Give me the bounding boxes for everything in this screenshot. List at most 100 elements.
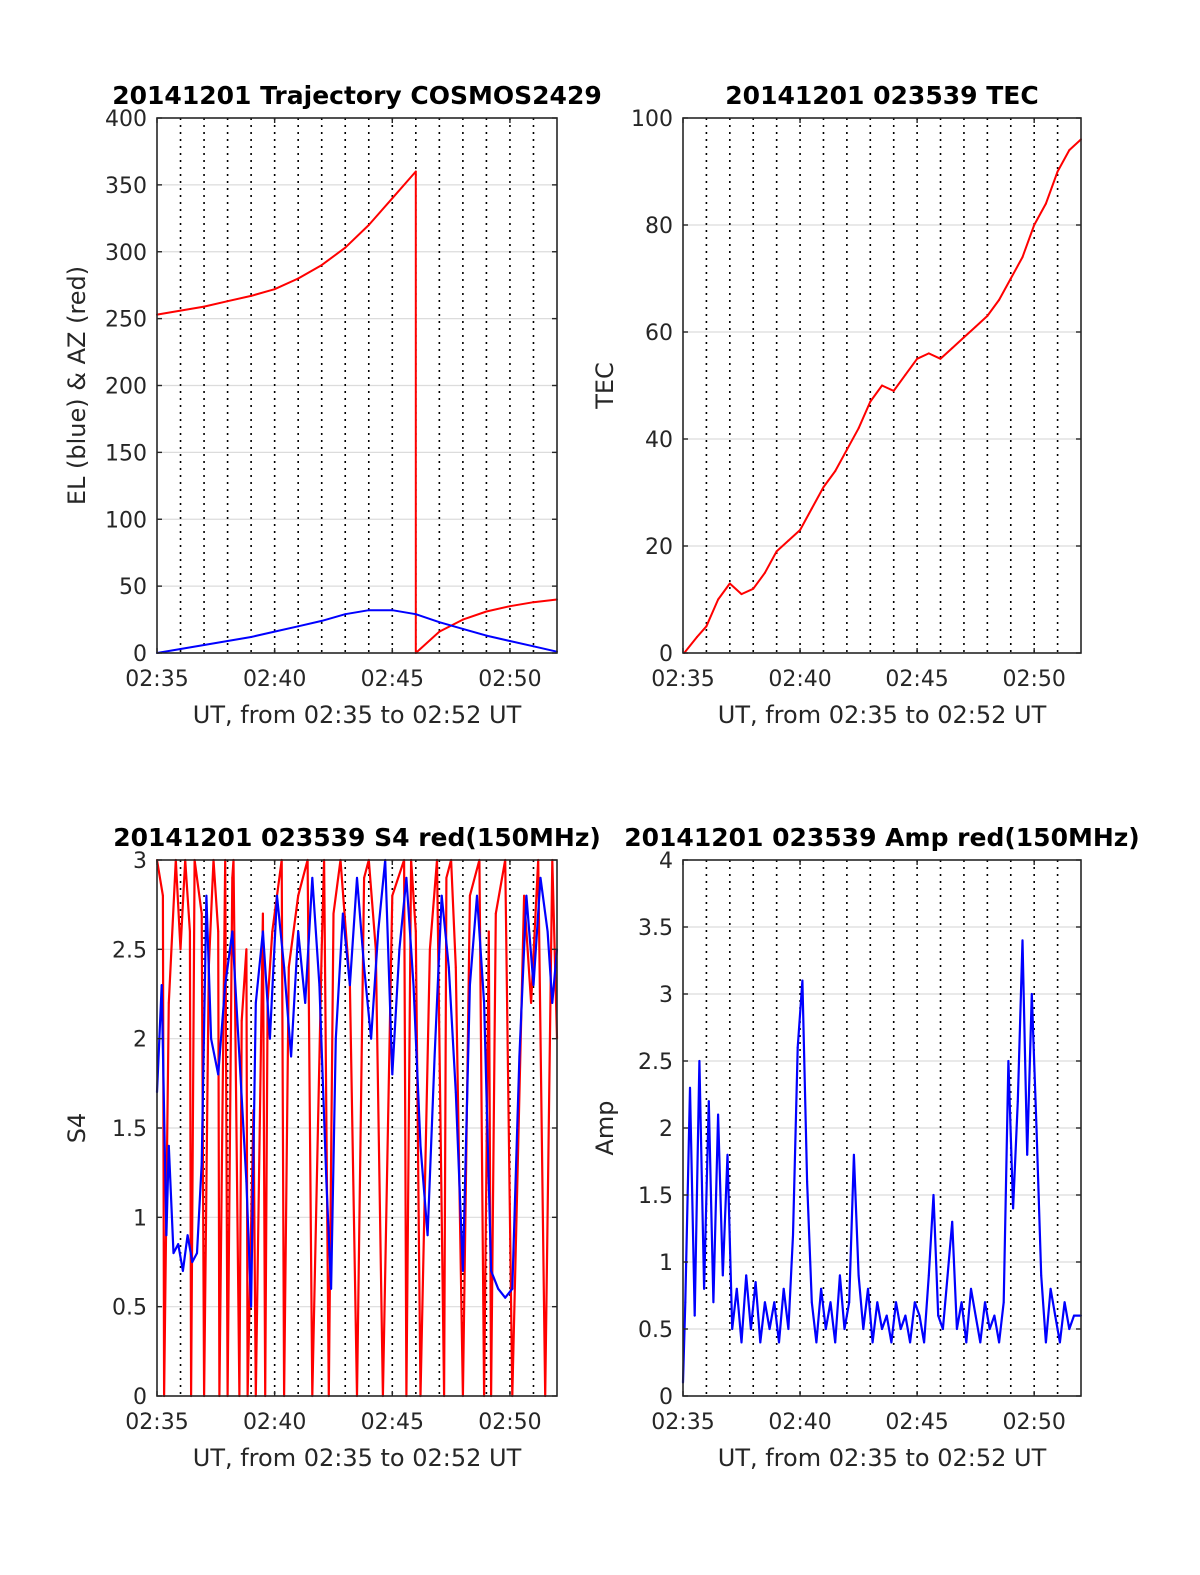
data-point-tec bbox=[939, 357, 942, 360]
data-point-amp_blue bbox=[852, 1153, 855, 1156]
data-point-amp_blue bbox=[787, 1328, 790, 1330]
data-point-az bbox=[461, 618, 464, 621]
data-point-el bbox=[391, 609, 394, 612]
data-point-s4_red bbox=[240, 1019, 243, 1022]
x-tick-label: 02:40 bbox=[243, 1410, 306, 1435]
data-point-amp_blue bbox=[735, 1287, 738, 1290]
data-point-amp_blue bbox=[843, 1328, 846, 1330]
data-point-s4_blue bbox=[377, 930, 380, 933]
data-point-s4_blue bbox=[447, 966, 450, 969]
data-point-s4_red bbox=[161, 894, 164, 897]
data-point-el bbox=[273, 630, 276, 633]
data-point-amp_blue bbox=[1016, 1100, 1019, 1103]
data-point-amp_blue bbox=[974, 1314, 977, 1317]
data-point-amp_blue bbox=[960, 1301, 963, 1304]
data-point-az bbox=[320, 264, 323, 267]
data-point-amp_blue bbox=[1058, 1341, 1061, 1344]
x-tick-label: 02:40 bbox=[243, 667, 306, 692]
data-point-el bbox=[508, 640, 511, 642]
data-point-s4_red bbox=[363, 876, 366, 879]
data-point-s4_blue bbox=[356, 876, 358, 879]
data-point-s4_red bbox=[200, 912, 203, 915]
chart-title: 20141201 Trajectory COSMOS2429 bbox=[112, 81, 602, 110]
data-point-s4_blue bbox=[426, 1234, 429, 1237]
data-point-tec bbox=[740, 593, 743, 596]
data-point-s4_red bbox=[231, 876, 234, 879]
data-point-amp_blue bbox=[1054, 1314, 1057, 1317]
y-tick-label: 300 bbox=[105, 241, 147, 266]
y-tick-label: 400 bbox=[105, 107, 147, 132]
data-point-amp_blue bbox=[998, 1341, 1001, 1344]
x-tick-label: 02:35 bbox=[125, 1410, 188, 1435]
data-point-s4_blue bbox=[238, 1055, 241, 1058]
x-tick-label: 02:45 bbox=[885, 1410, 948, 1435]
data-point-az bbox=[226, 300, 229, 303]
y-tick-label: 0.5 bbox=[638, 1318, 673, 1343]
data-point-az bbox=[485, 610, 488, 613]
data-point-s4_red bbox=[271, 930, 274, 933]
x-tick-label: 02:45 bbox=[361, 667, 424, 692]
data-point-tec bbox=[904, 373, 907, 376]
data-point-az bbox=[367, 224, 370, 226]
data-point-s4_blue bbox=[334, 1037, 337, 1040]
data-point-s4_blue bbox=[217, 1073, 220, 1076]
data-point-s4_red bbox=[217, 930, 220, 933]
data-point-amp_blue bbox=[773, 1301, 776, 1304]
data-point-el bbox=[179, 648, 182, 650]
data-point-tec bbox=[752, 587, 755, 590]
data-point-s4_blue bbox=[196, 1252, 198, 1255]
data-point-s4_red bbox=[179, 948, 182, 951]
data-point-tec bbox=[1056, 170, 1059, 173]
data-point-s4_blue bbox=[348, 984, 351, 987]
data-point-amp_blue bbox=[993, 1314, 996, 1317]
data-point-s4_blue bbox=[391, 1073, 394, 1076]
data-point-s4_blue bbox=[210, 1037, 213, 1040]
data-point-amp_blue bbox=[1026, 1153, 1029, 1156]
x-axis-label: UT, from 02:35 to 02:52 UT bbox=[193, 701, 522, 729]
data-point-amp_blue bbox=[829, 1301, 832, 1304]
data-point-tec bbox=[775, 550, 778, 553]
x-axis-label: UT, from 02:35 to 02:52 UT bbox=[193, 1444, 522, 1472]
data-point-s4_blue bbox=[405, 876, 408, 879]
data-point-tec bbox=[834, 470, 837, 473]
y-tick-label: 0 bbox=[133, 1385, 147, 1410]
data-point-az bbox=[203, 305, 206, 308]
data-point-amp_blue bbox=[707, 1100, 710, 1103]
data-point-amp_blue bbox=[754, 1281, 757, 1284]
data-point-amp_blue bbox=[848, 1301, 851, 1304]
data-point-s4_blue bbox=[268, 1037, 271, 1040]
data-point-amp_blue bbox=[726, 1153, 729, 1156]
y-tick-label: 3 bbox=[133, 849, 147, 874]
data-point-tec bbox=[881, 384, 883, 387]
y-tick-label: 1 bbox=[659, 1251, 673, 1276]
data-point-s4_blue bbox=[525, 894, 528, 897]
data-point-az bbox=[414, 170, 417, 173]
data-point-az bbox=[438, 630, 441, 633]
data-point-amp_blue bbox=[979, 1341, 982, 1344]
y-tick-label: 0 bbox=[659, 1385, 673, 1410]
data-point-s4_blue bbox=[398, 948, 401, 951]
data-point-tec bbox=[1044, 202, 1047, 205]
data-point-amp_blue bbox=[970, 1287, 972, 1290]
data-point-tec bbox=[857, 427, 860, 430]
data-point-s4_blue bbox=[511, 1287, 514, 1290]
chart-panel-3: 0 0.5 1 1.5 2 2.5 3 02:35 02:40 02:45 02:50 2014120… bbox=[63, 823, 601, 1472]
data-point-s4_blue bbox=[186, 1234, 189, 1237]
data-point-s4_red bbox=[523, 894, 526, 897]
data-point-tec bbox=[916, 357, 919, 360]
data-point-amp_blue bbox=[899, 1328, 902, 1330]
data-point-amp_blue bbox=[904, 1314, 907, 1317]
y-tick-label: 0.5 bbox=[112, 1296, 147, 1321]
y-tick-label: 1.5 bbox=[112, 1117, 147, 1142]
data-point-tec bbox=[869, 400, 872, 403]
data-point-tec bbox=[696, 636, 698, 638]
x-tick-label: 02:35 bbox=[651, 667, 714, 692]
data-point-amp_blue bbox=[712, 1301, 715, 1304]
data-point-amp_blue bbox=[810, 1301, 813, 1304]
data-point-s4_blue bbox=[504, 1296, 507, 1299]
data-point-amp_blue bbox=[937, 1314, 940, 1317]
data-point-s4_red bbox=[414, 930, 417, 933]
data-point-s4_blue bbox=[283, 966, 286, 969]
data-point-el bbox=[414, 613, 417, 616]
